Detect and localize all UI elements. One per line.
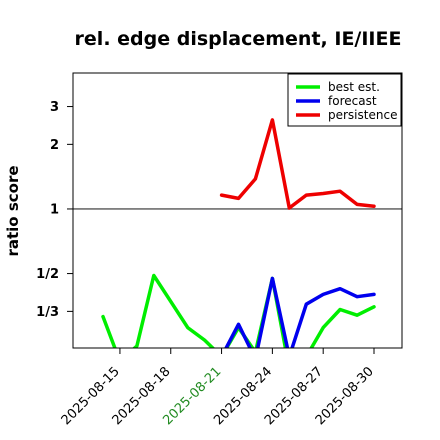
y-axis: 1/3 1/2 1 2 3 bbox=[36, 100, 73, 320]
series-layer bbox=[101, 118, 376, 348]
series-line-persistence bbox=[219, 118, 376, 210]
y-tick-label: 1/2 bbox=[36, 267, 59, 282]
y-tick-label: 1/3 bbox=[36, 305, 59, 320]
x-axis: 2025-08-152025-08-182025-08-212025-08-24… bbox=[59, 348, 377, 428]
legend-label: persistence bbox=[328, 108, 397, 122]
legend-label: forecast bbox=[328, 94, 377, 108]
chart-title: rel. edge displacement, IE/IIEE bbox=[75, 28, 402, 50]
y-tick-label: 3 bbox=[50, 100, 59, 115]
y-axis-label: ratio score bbox=[4, 165, 22, 256]
series-line-forecast bbox=[224, 276, 376, 348]
legend-label: best est. bbox=[328, 80, 380, 94]
plot-frame bbox=[72, 72, 403, 349]
y-tick-label: 1 bbox=[50, 202, 59, 217]
y-tick-label: 2 bbox=[50, 138, 59, 153]
